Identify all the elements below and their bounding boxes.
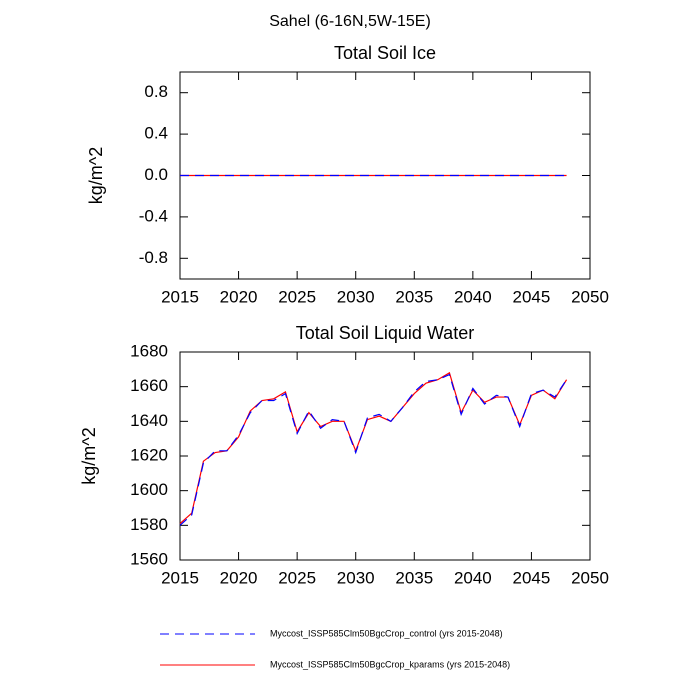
legend-label: Myccost_ISSP585Clm50BgcCrop_kparams (yrs…	[270, 659, 510, 669]
y-tick-label: 1620	[130, 445, 168, 464]
x-tick-label: 2045	[513, 287, 551, 306]
x-tick-label: 2020	[220, 287, 258, 306]
x-tick-label: 2045	[513, 568, 551, 587]
y-tick-label: 0.4	[144, 124, 168, 143]
y-axis-label: kg/m^2	[86, 147, 106, 204]
y-tick-label: 1580	[130, 515, 168, 534]
y-tick-label: 1680	[130, 341, 168, 360]
y-tick-label: -0.8	[139, 248, 168, 267]
x-tick-label: 2035	[395, 568, 433, 587]
x-tick-label: 2050	[571, 568, 609, 587]
plot-frame	[179, 351, 591, 561]
series-line	[179, 371, 568, 525]
series-line	[179, 373, 568, 526]
x-tick-label: 2025	[278, 568, 316, 587]
x-tick-label: 2015	[161, 568, 199, 587]
y-tick-label: 0.0	[144, 165, 168, 184]
x-tick-label: 2040	[454, 568, 492, 587]
figure-title: Sahel (6-16N,5W-15E)	[269, 13, 431, 30]
y-tick-label: -0.4	[139, 206, 168, 225]
panel-title: Total Soil Liquid Water	[296, 323, 474, 343]
panel-title: Total Soil Ice	[334, 43, 436, 63]
x-tick-label: 2030	[337, 287, 375, 306]
y-tick-label: 1640	[130, 411, 168, 430]
y-tick-label: 1600	[130, 480, 168, 499]
x-tick-label: 2035	[395, 287, 433, 306]
x-tick-label: 2050	[571, 287, 609, 306]
y-tick-label: 0.8	[144, 82, 168, 101]
legend-label: Myccost_ISSP585Clm50BgcCrop_control (yrs…	[270, 628, 503, 638]
x-tick-label: 2030	[337, 568, 375, 587]
x-tick-label: 2020	[220, 568, 258, 587]
y-tick-label: 1660	[130, 376, 168, 395]
y-axis-label: kg/m^2	[79, 427, 99, 484]
x-tick-label: 2025	[278, 287, 316, 306]
x-tick-label: 2040	[454, 287, 492, 306]
y-tick-label: 1560	[130, 549, 168, 568]
x-tick-label: 2015	[161, 287, 199, 306]
